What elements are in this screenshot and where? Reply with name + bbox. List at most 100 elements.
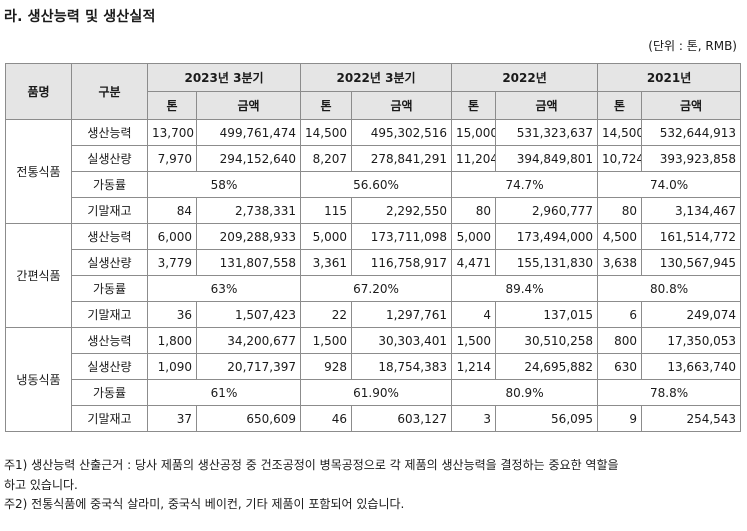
table-row: 기말재고 37 650,609 46 603,127 3 56,095 9 254,543 [6, 405, 742, 432]
ton-cell: 10,724 [597, 145, 643, 172]
utilization-cell: 78.8% [597, 379, 742, 406]
ton-cell: 5,000 [300, 223, 353, 250]
row-label: 기말재고 [71, 301, 148, 328]
amount-cell: 254,543 [641, 405, 742, 432]
ton-cell: 800 [597, 327, 643, 354]
header-ton: 톤 [451, 91, 497, 120]
amount-cell: 650,609 [195, 405, 302, 432]
table-row: 전통식품 생산능력 13,700 499,761,474 14,500 495,302,5… [5, 119, 742, 224]
header-product: 품명 [5, 63, 72, 120]
ton-cell: 1,214 [451, 353, 497, 380]
ton-cell: 80 [451, 197, 497, 224]
utilization-cell: 80.9% [451, 379, 599, 406]
amount-cell: 531,323,637 [495, 119, 599, 146]
ton-cell: 115 [300, 197, 353, 224]
amount-cell: 137,015 [495, 301, 599, 328]
amount-cell: 495,302,516 [351, 119, 453, 146]
ton-cell: 5,000 [451, 223, 497, 250]
ton-cell: 14,500 [597, 119, 643, 146]
amount-cell: 130,567,945 [641, 249, 742, 276]
ton-cell: 3,638 [597, 249, 643, 276]
amount-cell: 173,711,098 [351, 223, 453, 250]
ton-cell: 7,970 [147, 145, 197, 172]
ton-cell: 13,700 [147, 119, 197, 146]
ton-cell: 6,000 [147, 223, 197, 250]
amount-cell: 394,849,801 [495, 145, 599, 172]
production-table: 품명 구분 2023년 3분기 2022년 3분기 2022년 2021년 톤 … [5, 63, 742, 432]
ton-cell: 928 [300, 353, 353, 380]
row-label: 가동률 [71, 171, 148, 198]
table-row: 실생산량 7,970 294,152,640 8,207 278,841,291 11,2… [6, 145, 742, 172]
category-name: 전통식품 [5, 119, 72, 224]
amount-cell: 603,127 [351, 405, 453, 432]
row-label: 가동률 [71, 275, 148, 302]
table-row: 실생산량 3,779 131,807,558 3,361 116,758,917 4,47… [6, 249, 742, 276]
amount-cell: 18,754,383 [351, 353, 453, 380]
ton-cell: 80 [597, 197, 643, 224]
amount-cell: 155,131,830 [495, 249, 599, 276]
amount-cell: 2,960,777 [495, 197, 599, 224]
amount-cell: 1,507,423 [195, 301, 302, 328]
utilization-cell: 80.8% [597, 275, 742, 302]
ton-cell: 1,090 [147, 353, 197, 380]
header-period: 2023년 3분기 [146, 63, 302, 92]
header-amount: 금액 [495, 91, 599, 120]
header-amount: 금액 [641, 91, 742, 120]
ton-cell: 6 [597, 301, 643, 328]
ton-cell: 1,500 [300, 327, 353, 354]
header-division: 구분 [71, 63, 148, 120]
amount-cell: 2,738,331 [195, 197, 302, 224]
ton-cell: 4,500 [597, 223, 643, 250]
ton-cell: 37 [147, 405, 197, 432]
ton-cell: 22 [300, 301, 353, 328]
utilization-cell: 74.7% [451, 171, 599, 198]
amount-cell: 20,717,397 [195, 353, 302, 380]
header-period: 2022년 [451, 63, 599, 92]
header-ton: 톤 [597, 91, 643, 120]
ton-cell: 8,207 [300, 145, 353, 172]
amount-cell: 30,510,258 [495, 327, 599, 354]
ton-cell: 4,471 [451, 249, 497, 276]
amount-cell: 3,134,467 [641, 197, 742, 224]
amount-cell: 294,152,640 [195, 145, 302, 172]
amount-cell: 24,695,882 [495, 353, 599, 380]
utilization-cell: 61% [146, 379, 302, 406]
amount-cell: 161,514,772 [641, 223, 742, 250]
amount-cell: 56,095 [495, 405, 599, 432]
ton-cell: 14,500 [300, 119, 353, 146]
header-ton: 톤 [147, 91, 197, 120]
table-row: 가동률 58% 56.60% 74.7% 74.0% [6, 171, 742, 198]
row-label: 생산능력 [71, 327, 148, 354]
amount-cell: 393,923,858 [641, 145, 742, 172]
ton-cell: 3,361 [300, 249, 353, 276]
header-amount: 금액 [195, 91, 302, 120]
amount-cell: 30,303,401 [351, 327, 453, 354]
header-period: 2021년 [597, 63, 742, 92]
row-label: 생산능력 [71, 223, 148, 250]
section-title: 라. 생산능력 및 생산실적 [4, 9, 156, 25]
amount-cell: 13,663,740 [641, 353, 742, 380]
header-amount: 금액 [351, 91, 453, 120]
ton-cell: 4 [451, 301, 497, 328]
footnote: 하고 있습니다. [4, 477, 78, 492]
row-label: 생산능력 [71, 119, 148, 146]
utilization-cell: 67.20% [300, 275, 453, 302]
footnote: 주2) 전통식품에 중국식 살라미, 중국식 베이컨, 기타 제품이 포함되어 … [4, 497, 405, 511]
utilization-cell: 89.4% [451, 275, 599, 302]
ton-cell: 15,000 [451, 119, 497, 146]
amount-cell: 173,494,000 [495, 223, 599, 250]
table-row: 냉동식품 생산능력 1,800 34,200,677 1,500 30,303,401 1,… [5, 327, 742, 432]
amount-cell: 131,807,558 [195, 249, 302, 276]
amount-cell: 532,644,913 [641, 119, 742, 146]
utilization-cell: 58% [146, 171, 302, 198]
amount-cell: 249,074 [641, 301, 742, 328]
row-label: 실생산량 [71, 249, 148, 276]
header-ton: 톤 [300, 91, 353, 120]
amount-cell: 1,297,761 [351, 301, 453, 328]
table-row: 가동률 63% 67.20% 89.4% 80.8% [6, 275, 742, 302]
ton-cell: 1,500 [451, 327, 497, 354]
row-label: 기말재고 [71, 197, 148, 224]
table-row: 가동률 61% 61.90% 80.9% 78.8% [6, 379, 742, 406]
amount-cell: 116,758,917 [351, 249, 453, 276]
table-row: 기말재고 84 2,738,331 115 2,292,550 80 2,960,777 80… [6, 197, 742, 224]
